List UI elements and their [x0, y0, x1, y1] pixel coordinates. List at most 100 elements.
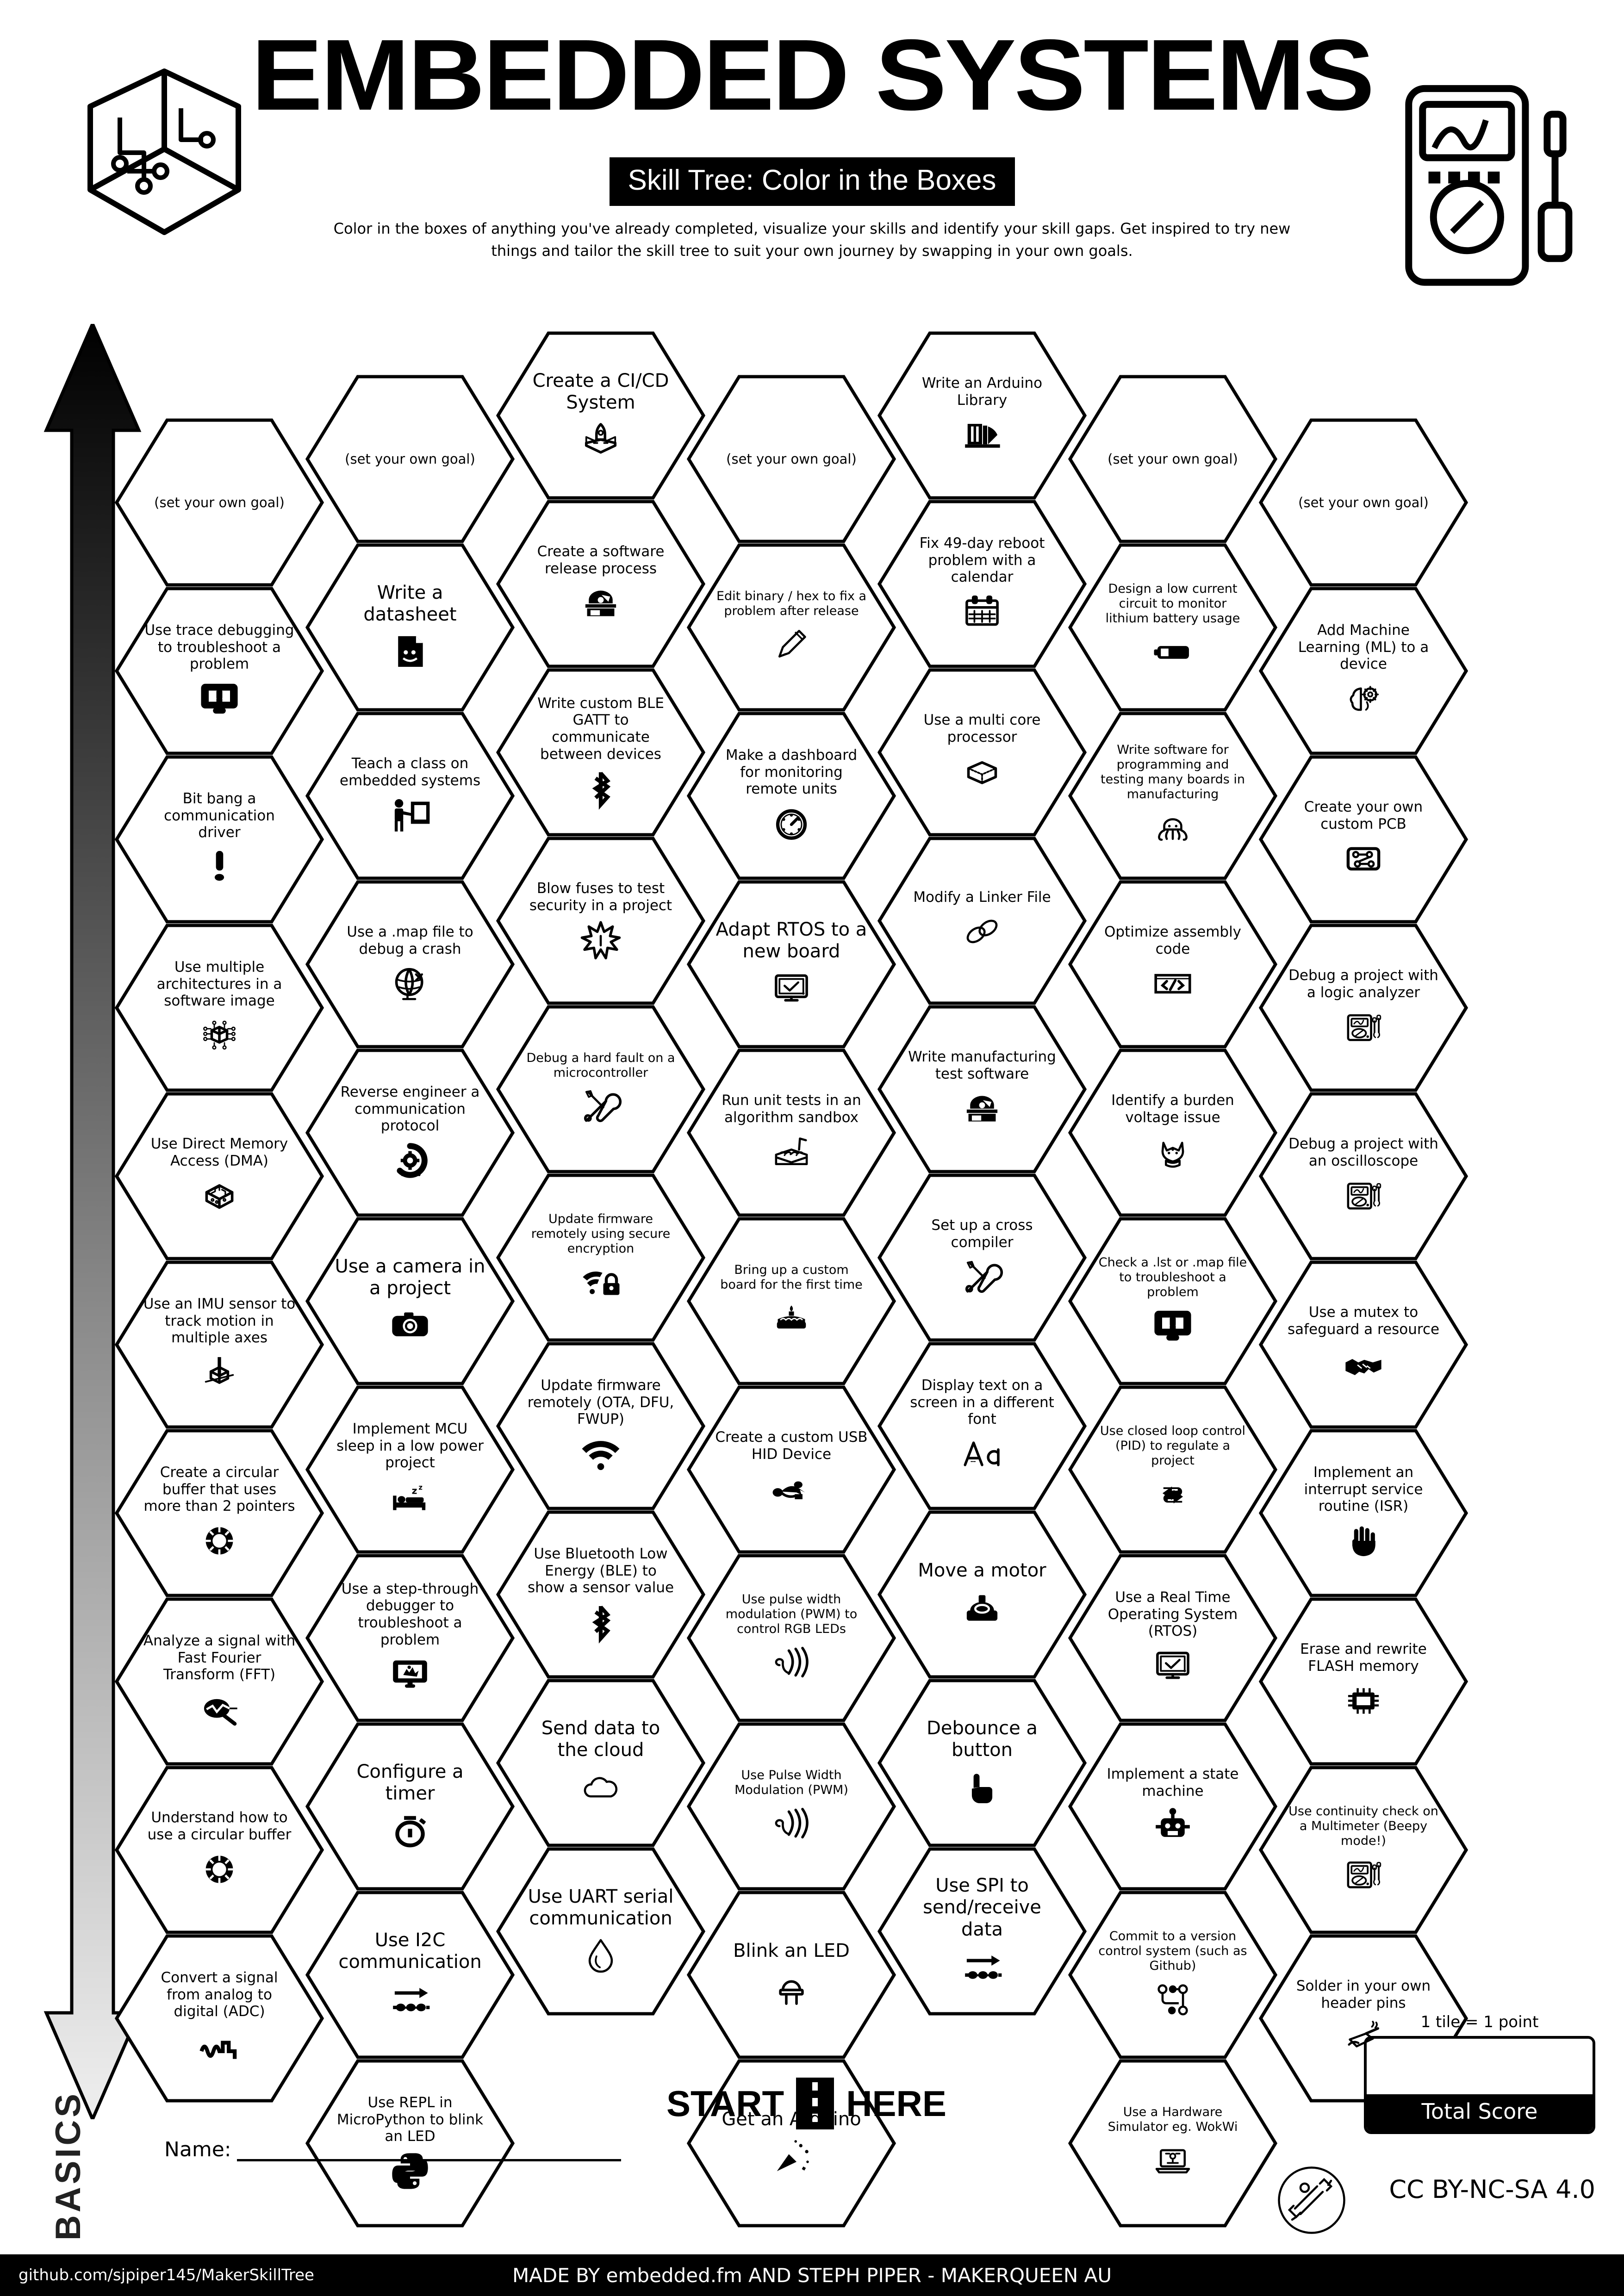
skill-tile[interactable]: Write manufacturing test software: [877, 1005, 1087, 1173]
skill-tile[interactable]: Move a motor: [877, 1510, 1087, 1679]
skill-tile[interactable]: Implement MCU sleep in a low power proje…: [305, 1385, 515, 1554]
skill-tile[interactable]: Debug a hard fault on a microcontroller: [496, 1005, 705, 1173]
skill-tile[interactable]: Add Machine Learning (ML) to a device: [1259, 587, 1468, 755]
skill-tile-label: Use a .map file to debug a crash: [347, 924, 473, 957]
skill-tile[interactable]: Use a multi core processor: [877, 668, 1087, 837]
skill-tile[interactable]: Check a .lst or .map file to troubleshoo…: [1068, 1217, 1277, 1385]
skill-tile[interactable]: Debug a project with an oscilloscope: [1259, 1092, 1468, 1260]
skill-tile-label: Write custom BLE GATT to communicate bet…: [537, 695, 664, 763]
skill-tile[interactable]: (set your own goal): [305, 375, 515, 543]
skill-tile[interactable]: Send data to the cloud: [496, 1679, 705, 1847]
skill-tile[interactable]: Edit binary / hex to fix a problem after…: [687, 543, 896, 712]
skill-tile[interactable]: (set your own goal): [115, 418, 324, 587]
skill-tile[interactable]: Update firmware remotely using secure en…: [496, 1173, 705, 1342]
skill-tile[interactable]: Use Bluetooth Low Energy (BLE) to show a…: [496, 1510, 705, 1679]
skill-tile[interactable]: Implement a state machine: [1068, 1722, 1277, 1891]
motor-icon: [961, 1587, 1003, 1629]
skill-tile-label: Use a Hardware Simulator eg. WokWi: [1108, 2105, 1238, 2134]
skill-tile[interactable]: Create a circular buffer that uses more …: [115, 1429, 324, 1597]
road-icon: [796, 2078, 834, 2129]
skill-tile[interactable]: Use Pulse Width Modulation (PWM): [687, 1722, 896, 1891]
skill-tile[interactable]: Blink an LED: [687, 1891, 896, 2059]
skill-tile[interactable]: Create a custom USB HID Device: [687, 1385, 896, 1554]
skill-tile[interactable]: Use a camera in a project: [305, 1217, 515, 1385]
skill-tile[interactable]: Adapt RTOS to a new board: [687, 880, 896, 1049]
skill-tile[interactable]: Bit bang a communication driver: [115, 755, 324, 924]
score-input-field[interactable]: [1367, 2039, 1593, 2094]
skill-tile[interactable]: Fix 49-day reboot problem with a calenda…: [877, 500, 1087, 668]
skill-tile[interactable]: Modify a Linker File: [877, 837, 1087, 1005]
skill-tile[interactable]: (set your own goal): [687, 375, 896, 543]
skill-tile[interactable]: Write custom BLE GATT to communicate bet…: [496, 668, 705, 837]
droplet-icon: [579, 1934, 622, 1977]
skill-tile-label: Use SPI to send/receive data: [923, 1875, 1041, 1940]
skill-tile[interactable]: Reverse engineer a communication protoco…: [305, 1049, 515, 1217]
skill-tile[interactable]: Use a Real Time Operating System (RTOS): [1068, 1554, 1277, 1722]
skill-tile[interactable]: Use trace debugging to troubleshoot a pr…: [115, 587, 324, 755]
skill-tile[interactable]: Teach a class on embedded systems: [305, 712, 515, 880]
skill-tile[interactable]: Understand how to use a circular buffer: [115, 1766, 324, 1934]
skill-tile[interactable]: Identify a burden voltage issue: [1068, 1049, 1277, 1217]
skill-tile[interactable]: Commit to a version control system (such…: [1068, 1891, 1277, 2059]
skill-tile[interactable]: Debug a project with a logic analyzer: [1259, 924, 1468, 1092]
skill-tile[interactable]: Use an IMU sensor to track motion in mul…: [115, 1260, 324, 1429]
skill-tile[interactable]: Use closed loop control (PID) to regulat…: [1068, 1385, 1277, 1554]
skill-tile-label: Add Machine Learning (ML) to a device: [1298, 622, 1429, 673]
skill-tile[interactable]: Write an Arduino Library: [877, 331, 1087, 500]
skill-tile[interactable]: Configure a timer: [305, 1722, 515, 1891]
axis-label-advanced: ADVANCED: [49, 60, 88, 279]
skill-tile[interactable]: Write software for programming and testi…: [1068, 712, 1277, 880]
skill-tile[interactable]: Use REPL in MicroPython to blink an LED: [305, 2059, 515, 2228]
skill-tile[interactable]: Erase and rewrite FLASH memory: [1259, 1597, 1468, 1766]
skill-tile[interactable]: Implement an interrupt service routine (…: [1259, 1429, 1468, 1597]
skill-tile[interactable]: Use I2C communication: [305, 1891, 515, 2059]
skill-tile[interactable]: Debounce a button: [877, 1679, 1087, 1847]
skill-tile-label: Set up a cross compiler: [931, 1217, 1033, 1251]
skill-tile[interactable]: Convert a signal from analog to digital …: [115, 1934, 324, 2103]
skill-tile[interactable]: (set your own goal): [1068, 375, 1277, 543]
usb-icon: [770, 1468, 813, 1510]
gear-protocol-icon: [389, 1139, 431, 1182]
name-write-line[interactable]: [236, 2158, 621, 2161]
here-label: HERE: [846, 2083, 946, 2124]
skill-tile[interactable]: Run unit tests in an algorithm sandbox: [687, 1049, 896, 1217]
skill-tile-label: Get an Arduino: [722, 2109, 861, 2130]
skill-tile[interactable]: Use pulse width modulation (PWM) to cont…: [687, 1554, 896, 1722]
footer-repo-link[interactable]: github.com/sjpiper145/MakerSkillTree: [19, 2266, 314, 2284]
skill-tile[interactable]: (set your own goal): [1259, 418, 1468, 587]
name-field[interactable]: Name:: [164, 2138, 621, 2161]
skill-tile[interactable]: Create a software release process: [496, 500, 705, 668]
score-box[interactable]: Total Score: [1364, 2036, 1595, 2134]
skill-tile[interactable]: Create your own custom PCB: [1259, 755, 1468, 924]
skill-tile[interactable]: Use a step-through debugger to troublesh…: [305, 1554, 515, 1722]
skill-tile[interactable]: Use multiple architectures in a software…: [115, 924, 324, 1092]
skill-tile[interactable]: Use a .map file to debug a crash: [305, 880, 515, 1049]
skill-tile[interactable]: Make a dashboard for monitoring remote u…: [687, 712, 896, 880]
multimeter-logo: [1405, 85, 1573, 286]
skill-tile-label: Run unit tests in an algorithm sandbox: [722, 1092, 861, 1126]
skill-tile-label: Design a low current circuit to monitor …: [1105, 582, 1240, 626]
skill-tile[interactable]: Use UART serial communication: [496, 1847, 705, 2016]
axes-cube-icon: [198, 1351, 241, 1394]
signal-waves-icon: [770, 1802, 813, 1845]
skill-tile[interactable]: Display text on a screen in a different …: [877, 1342, 1087, 1510]
skill-tile[interactable]: Blow fuses to test security in a project: [496, 837, 705, 1005]
skill-tile[interactable]: Bring up a custom board for the first ti…: [687, 1217, 896, 1385]
skill-tile-label: Use a Real Time Operating System (RTOS): [1108, 1589, 1238, 1640]
skill-tile[interactable]: Use a mutex to safeguard a resource: [1259, 1260, 1468, 1429]
skill-tile[interactable]: Use a Hardware Simulator eg. WokWi: [1068, 2059, 1277, 2228]
skill-tile-label: Modify a Linker File: [913, 888, 1051, 906]
skill-tile[interactable]: Analyze a signal with Fast Fourier Trans…: [115, 1597, 324, 1766]
skill-tile[interactable]: Create a CI/CD System: [496, 331, 705, 500]
skill-tile[interactable]: Get an Arduino: [687, 2059, 896, 2228]
skill-tile[interactable]: Update firmware remotely (OTA, DFU, FWUP…: [496, 1342, 705, 1510]
robot-icon: [1151, 1805, 1194, 1847]
skill-tile[interactable]: Use Direct Memory Access (DMA): [115, 1092, 324, 1260]
skill-tile[interactable]: Design a low current circuit to monitor …: [1068, 543, 1277, 712]
skill-tile[interactable]: Set up a cross compiler: [877, 1173, 1087, 1342]
skill-tile[interactable]: Optimize assembly code: [1068, 880, 1277, 1049]
skill-tile[interactable]: Use SPI to send/receive data: [877, 1847, 1087, 2016]
pencil-icon: [770, 623, 813, 666]
skill-tile[interactable]: Write a datasheet: [305, 543, 515, 712]
skill-tile[interactable]: Use continuity check on a Multimeter (Be…: [1259, 1766, 1468, 1934]
